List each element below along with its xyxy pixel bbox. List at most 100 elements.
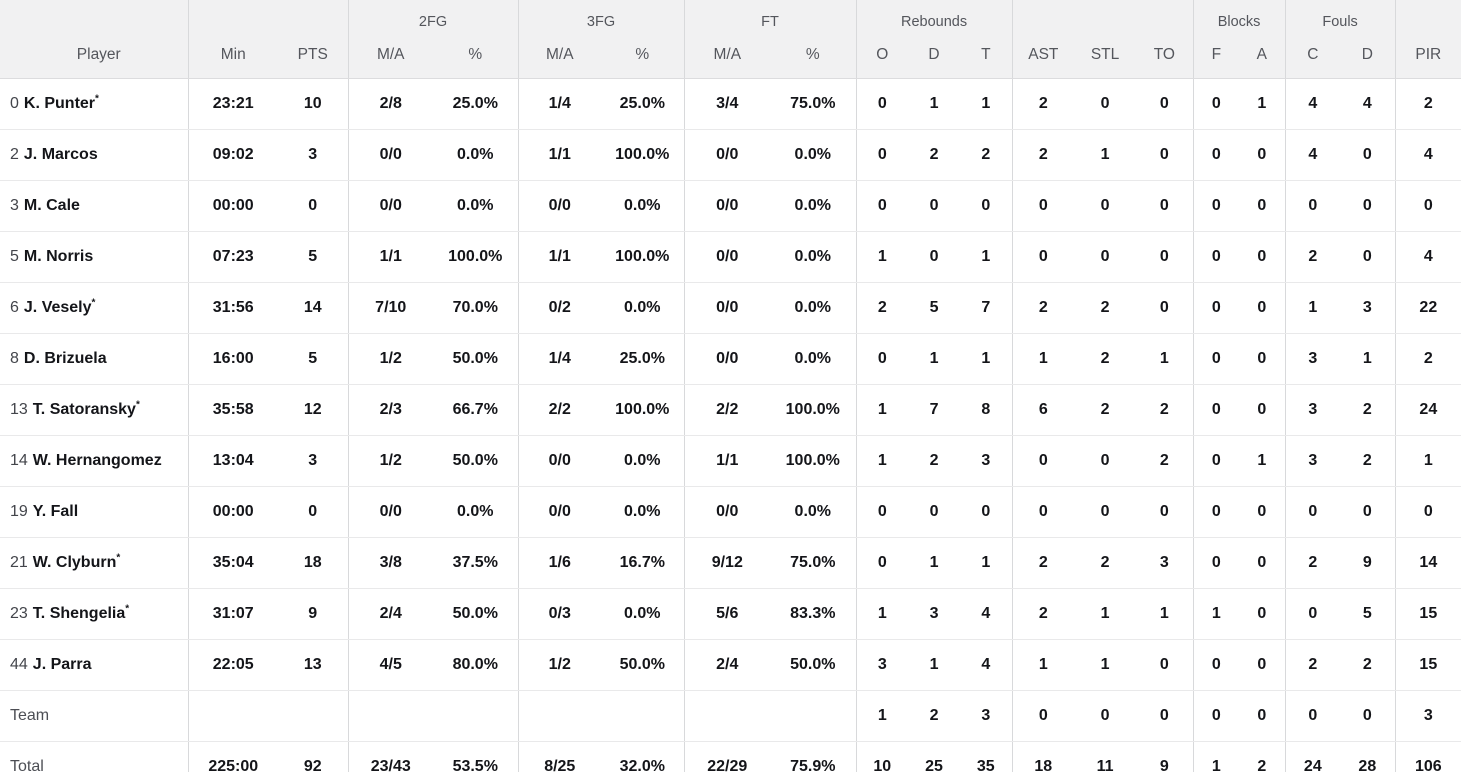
cell-ft_pct: 75.0% — [770, 537, 857, 589]
cell-to: 1 — [1136, 588, 1194, 640]
jersey-number: 8 — [10, 350, 19, 367]
cell-player: 23 T. Shengelia* — [0, 588, 188, 640]
group-header-3fg: 3FG — [517, 0, 685, 32]
cell-to: 0 — [1136, 639, 1194, 691]
cell-stl: 0 — [1074, 690, 1137, 742]
cell-blk_f: 0 — [1192, 231, 1240, 283]
cell-fg2_pct: 66.7% — [433, 384, 519, 436]
cell-reb_d: 2 — [908, 435, 961, 487]
cell-foul_d: 28 — [1340, 741, 1396, 772]
cell-ft_ma: 5/6 — [683, 588, 771, 640]
row-label: Total — [10, 758, 44, 772]
cell-min: 13:04 — [187, 435, 278, 487]
cell-reb_d: 25 — [908, 741, 961, 772]
col-header-blk-f: F — [1192, 32, 1240, 79]
group-header-row: 2FG 3FG FT Rebounds Blocks Fouls — [0, 0, 1461, 32]
jersey-number: 44 — [10, 656, 28, 673]
cell-fg2_ma: 0/0 — [347, 180, 433, 232]
cell-blk_f: 0 — [1192, 537, 1240, 589]
cell-pir: 15 — [1394, 588, 1461, 640]
cell-player: 2 J. Marcos — [0, 129, 188, 181]
cell-pir: 2 — [1394, 333, 1461, 385]
cell-foul_c: 3 — [1284, 384, 1341, 436]
cell-ast: 18 — [1011, 741, 1075, 772]
cell-stl: 2 — [1074, 537, 1137, 589]
cell-fg2_ma: 2/4 — [347, 588, 433, 640]
cell-pir: 22 — [1394, 282, 1461, 334]
player-row: 3 M. Cale 00:00 0 0/0 0.0% 0/0 0.0% 0/0 0.0% 0 0 0 0 0… — [0, 180, 1461, 232]
cell-foul_d: 3 — [1340, 282, 1396, 334]
cell-ast: 0 — [1011, 231, 1075, 283]
cell-ft_pct: 0.0% — [770, 231, 857, 283]
cell-pts: 18 — [278, 537, 348, 589]
cell-player: Total — [0, 741, 188, 772]
cell-pts: 5 — [278, 231, 348, 283]
player-row: 5 M. Norris 07:23 5 1/1 100.0% 1/1 100.0% 0/0 0.0… — [0, 231, 1461, 283]
cell-ft_ma: 1/1 — [683, 435, 771, 487]
cell-foul_c: 1 — [1284, 282, 1341, 334]
col-header-pts: PTS — [278, 32, 348, 79]
cell-fg2_ma: 2/3 — [347, 384, 433, 436]
cell-ft_pct: 100.0% — [770, 384, 857, 436]
cell-ft_pct: 75.0% — [770, 78, 857, 130]
cell-pts: 92 — [278, 741, 348, 772]
cell-stl: 0 — [1074, 78, 1137, 130]
cell-to: 0 — [1136, 78, 1194, 130]
player-name: Y. Fall — [32, 503, 79, 520]
player-row: 2 J. Marcos 09:02 3 0/0 0.0% 1/1 100.0% 0/0 0.0% 0… — [0, 129, 1461, 181]
cell-reb_d: 2 — [908, 690, 961, 742]
cell-min: 225:00 — [187, 741, 278, 772]
cell-reb_t: 4 — [960, 588, 1013, 640]
cell-ast: 0 — [1011, 435, 1075, 487]
cell-fg3_ma: 1/2 — [517, 639, 602, 691]
cell-pir: 24 — [1394, 384, 1461, 436]
player-row: 8 D. Brizuela 16:00 5 1/2 50.0% 1/4 25.0% 0/0 0.0… — [0, 333, 1461, 385]
cell-min: 31:56 — [187, 282, 278, 334]
cell-foul_d: 5 — [1340, 588, 1396, 640]
cell-player: 5 M. Norris — [0, 231, 188, 283]
col-header-ast: AST — [1011, 32, 1075, 79]
cell-pts: 0 — [278, 180, 348, 232]
cell-reb_d: 7 — [908, 384, 961, 436]
cell-fg2_ma: 0/0 — [347, 129, 433, 181]
cell-fg3_pct: 100.0% — [601, 384, 685, 436]
player-name: M. Cale — [23, 197, 80, 214]
cell-to: 9 — [1136, 741, 1194, 772]
cell-ast: 1 — [1011, 639, 1075, 691]
cell-ft_pct — [770, 690, 857, 742]
cell-pts: 12 — [278, 384, 348, 436]
cell-ft_pct: 83.3% — [770, 588, 857, 640]
cell-ft_ma: 3/4 — [683, 78, 771, 130]
player-row: 19 Y. Fall 00:00 0 0/0 0.0% 0/0 0.0% 0/0 0.0% 0 0 0 0… — [0, 486, 1461, 538]
cell-player: 19 Y. Fall — [0, 486, 188, 538]
cell-fg2_ma: 4/5 — [347, 639, 433, 691]
player-name: K. Punter — [23, 95, 96, 112]
cell-reb_d: 0 — [908, 180, 961, 232]
cell-stl: 1 — [1074, 588, 1137, 640]
cell-player: Team — [0, 690, 188, 742]
cell-foul_d: 0 — [1340, 231, 1396, 283]
cell-ast: 2 — [1011, 78, 1075, 130]
col-header-reb-t: T — [960, 32, 1013, 79]
cell-foul_d: 2 — [1340, 639, 1396, 691]
cell-ft_pct: 0.0% — [770, 486, 857, 538]
cell-pts: 0 — [278, 486, 348, 538]
cell-blk_a: 1 — [1239, 435, 1286, 487]
jersey-number: 21 — [10, 554, 28, 571]
cell-pir: 4 — [1394, 231, 1461, 283]
cell-blk_f: 1 — [1192, 588, 1240, 640]
cell-blk_f: 0 — [1192, 282, 1240, 334]
jersey-number: 0 — [10, 95, 19, 112]
cell-fg2_pct: 50.0% — [433, 588, 519, 640]
cell-fg2_ma: 1/2 — [347, 333, 433, 385]
cell-reb_t: 7 — [960, 282, 1013, 334]
cell-pir: 4 — [1394, 129, 1461, 181]
cell-blk_a: 0 — [1239, 639, 1286, 691]
cell-foul_c: 0 — [1284, 180, 1341, 232]
starter-marker: * — [135, 399, 140, 411]
cell-reb_t: 4 — [960, 639, 1013, 691]
player-name: M. Norris — [23, 248, 94, 265]
cell-fg3_ma: 2/2 — [517, 384, 602, 436]
